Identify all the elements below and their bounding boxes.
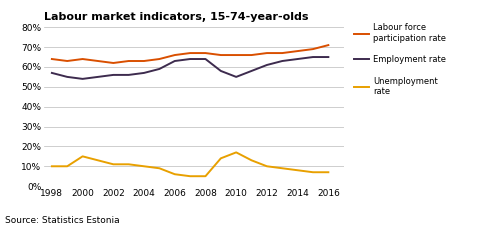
Text: Source: Statistics Estonia: Source: Statistics Estonia — [5, 216, 119, 225]
Text: Labour market indicators, 15-74-year-olds: Labour market indicators, 15-74-year-old… — [44, 12, 309, 22]
Legend: Labour force
participation rate, Employment rate, Unemployment
rate: Labour force participation rate, Employm… — [354, 23, 446, 96]
